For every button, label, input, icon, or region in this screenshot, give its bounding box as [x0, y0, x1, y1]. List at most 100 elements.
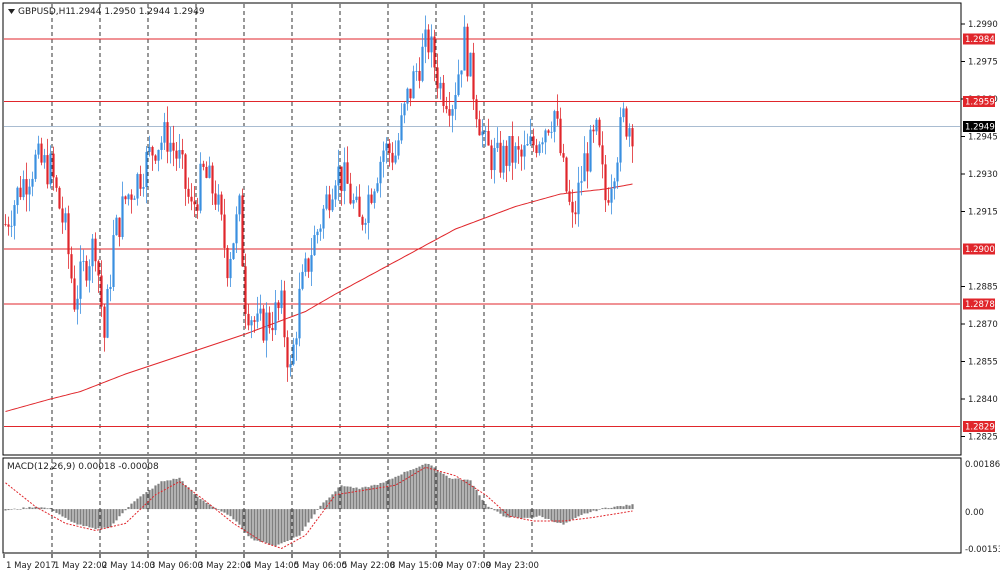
- candle[interactable]: [418, 57, 421, 89]
- candle[interactable]: [430, 24, 433, 68]
- candle[interactable]: [583, 136, 586, 182]
- candle[interactable]: [307, 257, 310, 278]
- candle[interactable]: [334, 180, 337, 208]
- candle[interactable]: [613, 177, 616, 200]
- candle[interactable]: [163, 112, 166, 151]
- candle[interactable]: [490, 139, 493, 179]
- candle[interactable]: [139, 165, 142, 197]
- candle[interactable]: [529, 118, 532, 147]
- candle[interactable]: [463, 15, 466, 71]
- candle[interactable]: [259, 294, 262, 321]
- candle[interactable]: [142, 173, 145, 197]
- candle[interactable]: [598, 117, 601, 148]
- candle[interactable]: [544, 128, 547, 155]
- candle[interactable]: [28, 178, 31, 212]
- candle[interactable]: [19, 175, 22, 200]
- candle[interactable]: [157, 149, 160, 172]
- candle[interactable]: [217, 184, 220, 212]
- candle[interactable]: [592, 124, 595, 143]
- candle[interactable]: [226, 245, 229, 287]
- candle[interactable]: [631, 124, 634, 163]
- candle[interactable]: [391, 142, 394, 171]
- candle[interactable]: [277, 300, 280, 321]
- candle[interactable]: [442, 75, 445, 113]
- candle[interactable]: [508, 135, 511, 172]
- candle[interactable]: [268, 306, 271, 334]
- candle[interactable]: [310, 238, 313, 287]
- candle[interactable]: [97, 259, 100, 293]
- candle[interactable]: [367, 185, 370, 240]
- candle[interactable]: [229, 251, 232, 288]
- candle[interactable]: [565, 156, 568, 194]
- candle[interactable]: [10, 210, 13, 238]
- candle[interactable]: [427, 24, 430, 60]
- candle[interactable]: [22, 170, 25, 201]
- candle[interactable]: [568, 179, 571, 206]
- candle[interactable]: [622, 102, 625, 123]
- candle[interactable]: [40, 137, 43, 166]
- candle[interactable]: [394, 140, 397, 165]
- candle[interactable]: [448, 92, 451, 127]
- candle[interactable]: [607, 187, 610, 206]
- candle[interactable]: [256, 296, 259, 329]
- candle[interactable]: [220, 191, 223, 221]
- candle[interactable]: [178, 133, 181, 169]
- candle[interactable]: [481, 119, 484, 148]
- candle[interactable]: [280, 279, 283, 314]
- candle[interactable]: [82, 249, 85, 272]
- candle[interactable]: [88, 259, 91, 293]
- candle[interactable]: [466, 23, 469, 82]
- candle[interactable]: [454, 82, 457, 121]
- candle[interactable]: [526, 133, 529, 146]
- candle[interactable]: [433, 29, 436, 82]
- candle[interactable]: [439, 76, 442, 100]
- candle[interactable]: [553, 109, 556, 143]
- candle[interactable]: [379, 156, 382, 198]
- candle[interactable]: [13, 200, 16, 240]
- candle[interactable]: [250, 316, 253, 339]
- candle[interactable]: [388, 138, 391, 167]
- candle[interactable]: [589, 125, 592, 173]
- candle[interactable]: [184, 153, 187, 206]
- candle[interactable]: [625, 106, 628, 140]
- candle[interactable]: [55, 175, 58, 192]
- candle[interactable]: [145, 146, 148, 204]
- candle[interactable]: [253, 316, 256, 333]
- candle[interactable]: [25, 162, 28, 212]
- candle[interactable]: [382, 141, 385, 178]
- candle[interactable]: [616, 157, 619, 189]
- candle[interactable]: [577, 166, 580, 227]
- candle[interactable]: [214, 180, 217, 211]
- candle[interactable]: [4, 214, 7, 227]
- candle[interactable]: [238, 193, 241, 222]
- candle[interactable]: [325, 185, 328, 211]
- candle[interactable]: [70, 246, 73, 284]
- candle[interactable]: [85, 255, 88, 287]
- candle[interactable]: [295, 331, 298, 361]
- candle[interactable]: [292, 337, 295, 366]
- candle[interactable]: [124, 195, 127, 205]
- candle[interactable]: [301, 264, 304, 291]
- candle[interactable]: [469, 52, 472, 77]
- candle[interactable]: [355, 186, 358, 203]
- candle[interactable]: [562, 143, 565, 162]
- candle[interactable]: [511, 121, 514, 180]
- candle[interactable]: [67, 205, 70, 269]
- candle[interactable]: [472, 42, 475, 111]
- candle[interactable]: [319, 224, 322, 241]
- candle[interactable]: [34, 149, 37, 182]
- candle[interactable]: [535, 138, 538, 158]
- candle[interactable]: [406, 87, 409, 111]
- candle[interactable]: [316, 229, 319, 244]
- candle[interactable]: [610, 174, 613, 215]
- candle[interactable]: [604, 154, 607, 212]
- candle[interactable]: [235, 206, 238, 253]
- candle[interactable]: [190, 183, 193, 211]
- candle[interactable]: [37, 135, 40, 159]
- candle[interactable]: [538, 141, 541, 156]
- candle[interactable]: [352, 193, 355, 209]
- candle[interactable]: [118, 217, 121, 247]
- candle[interactable]: [76, 285, 79, 325]
- candle[interactable]: [103, 304, 106, 352]
- candle[interactable]: [223, 198, 226, 258]
